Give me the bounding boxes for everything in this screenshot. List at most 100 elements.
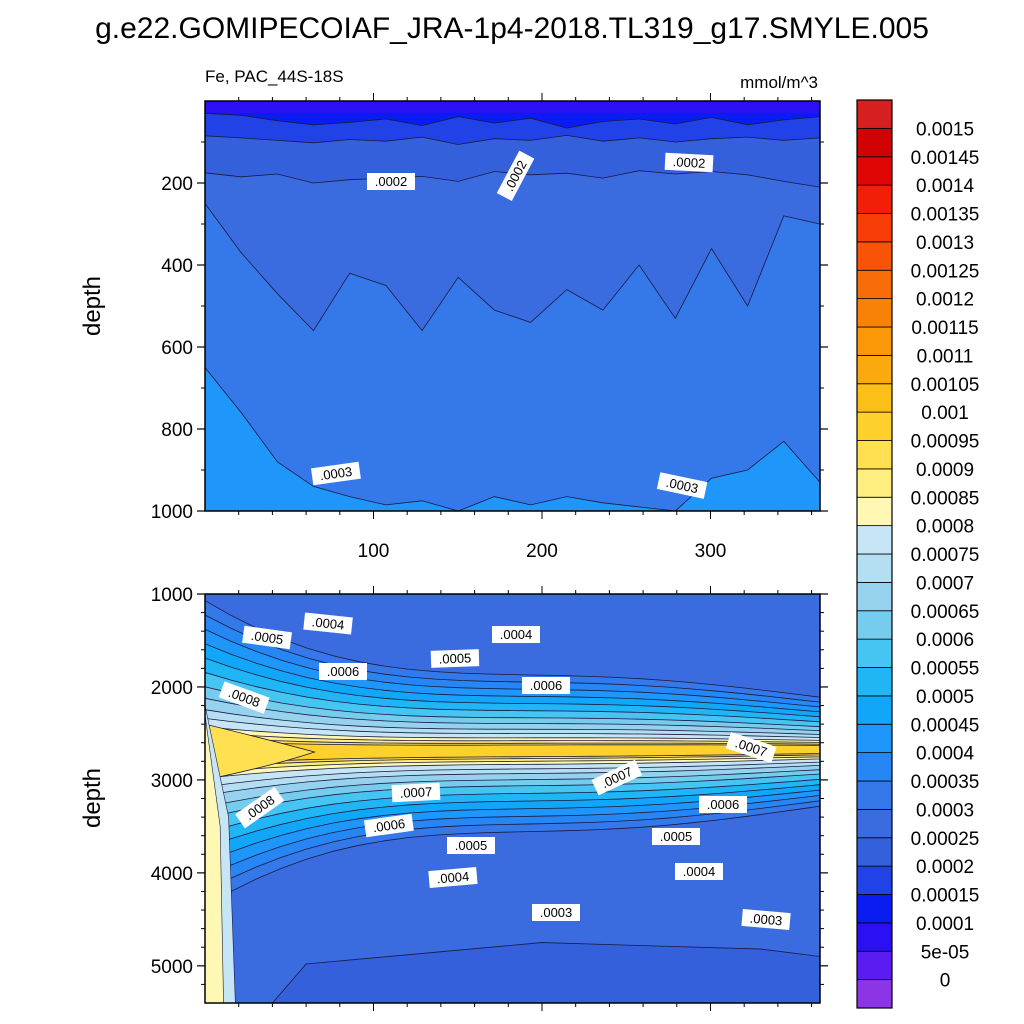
colorbar-label: 0.0012 [916, 290, 974, 311]
bottom-band-13 [205, 740, 820, 765]
bottom-contour-label-bg [428, 866, 478, 889]
colorbar-swatch [856, 837, 893, 867]
top-band-0.00005 [205, 101, 820, 113]
colorbar-label: 0.00035 [911, 772, 980, 793]
bottom-contour-label-bg [242, 625, 293, 650]
colorbar-swatch [856, 752, 893, 782]
top-contour-label: .0003 [310, 461, 361, 486]
colorbar-swatch [856, 99, 893, 129]
colorbar-label: 0.00055 [911, 659, 980, 680]
bottom-contour-label-bg [741, 908, 791, 931]
colorbar-label: 0.0011 [917, 346, 974, 367]
bottom-contour-label-text: .0005 [455, 838, 488, 853]
colorbar-label: 0.0004 [916, 744, 975, 765]
colorbar-label: 0.0003 [916, 800, 974, 821]
bottom-core [205, 723, 316, 781]
colorbar-label: 0.00135 [911, 205, 980, 226]
top-y-axis-label: depth [79, 276, 106, 336]
top-y-tick-label: 800 [161, 420, 193, 441]
bottom-contour-label: .0007 [591, 759, 643, 796]
bottom-y-tick-label: 1000 [151, 585, 193, 606]
colorbar-swatch [856, 184, 893, 214]
bottom-contour-label: .0006 [522, 677, 570, 694]
top-contour-label: .0002 [664, 152, 714, 173]
top-x-tick-label: 200 [526, 541, 558, 562]
bottom-contour-label: .0003 [741, 908, 791, 931]
colorbar-swatch [856, 553, 893, 583]
bottom-contour-label: .0006 [699, 796, 747, 813]
bottom-contour-label-bg [430, 649, 480, 668]
colorbar-swatch [856, 808, 893, 839]
top-contour-label-bg [656, 472, 708, 499]
colorbar-swatch [856, 383, 893, 413]
colorbar-swatch [856, 695, 893, 725]
bottom-contour-label-text: .0004 [683, 864, 716, 879]
colorbar-label: 0.00015 [911, 886, 980, 907]
top-contour-label-bg [310, 461, 361, 486]
bottom-y-tick-label: 4000 [151, 864, 193, 885]
colorbar-label: 0.00095 [911, 432, 980, 453]
colorbar-swatch [856, 269, 893, 300]
bottom-contour-label-bg [492, 626, 540, 643]
bottom-y-tick-label: 3000 [151, 771, 193, 792]
colorbar-swatch [856, 354, 893, 385]
top-contour-label-bg [367, 173, 415, 190]
colorbar-swatch [856, 525, 893, 555]
top-contour-label: .0002 [367, 173, 415, 190]
bottom-contour-label: .0006 [319, 663, 367, 680]
bottom-contour-label-text: .0004 [311, 614, 345, 632]
bottom-y-tick-label: 2000 [151, 678, 193, 699]
colorbar-label: 0.00105 [911, 375, 980, 396]
bottom-contour-label-text: .0003 [540, 905, 573, 920]
colorbar-swatch [856, 922, 893, 952]
top-y-tick-label: 200 [161, 174, 193, 195]
bottom-contour-label-text: .0005 [660, 829, 693, 844]
colorbar-label: 0.00025 [911, 829, 980, 850]
top-contour-labels: .0002.0002.0002.0003.0003 [310, 150, 714, 499]
bottom-contour-label-bg [391, 782, 441, 803]
colorbar-label: 0.00085 [911, 488, 980, 509]
colorbar-label: 0.00065 [911, 602, 980, 623]
bottom-contour-label: .0004 [492, 626, 540, 643]
bottom-contour-label-bg [235, 786, 285, 829]
bottom-contour-label-bg [319, 663, 367, 680]
bottom-contour-label-bg [591, 759, 643, 796]
colorbar-label: 0.0008 [916, 517, 974, 538]
colorbar-label: 0.0014 [916, 176, 975, 197]
colorbar-swatch [856, 440, 893, 470]
colorbar-label: 0.00075 [911, 545, 980, 566]
colorbar-label: 0.0001 [916, 914, 974, 935]
colorbar-label: 0.0007 [916, 573, 974, 594]
bottom-contour-label-text: .0003 [749, 911, 783, 929]
colorbar-swatch [856, 468, 893, 498]
bottom-contour-label-text: .0006 [530, 678, 563, 693]
colorbar-label: 0.00045 [911, 715, 980, 736]
bottom-contour-label: .0005 [652, 828, 700, 845]
colorbar-label: 0.0015 [916, 119, 974, 140]
top-contour-label: .0003 [656, 472, 708, 499]
top-x-tick-label: 100 [358, 541, 390, 562]
colorbar-label: 0.001 [921, 403, 969, 424]
colorbar-swatch [856, 241, 893, 271]
colorbar-swatch [856, 894, 893, 924]
top-y-tick-label: 600 [161, 338, 193, 359]
colorbar-swatch [856, 581, 893, 612]
colorbar-label: 0.0006 [916, 630, 974, 651]
bottom-contour-label: .0006 [363, 813, 414, 838]
top-contour-label-text: .0002 [375, 174, 408, 189]
bottom-contour-label-text: .0006 [707, 797, 740, 812]
top-contour-bands [205, 101, 820, 511]
colorbar-swatch [856, 298, 893, 328]
bottom-contour-label-bg [363, 813, 414, 838]
colorbar-swatch [856, 638, 893, 668]
colorbar-swatch [856, 950, 893, 981]
bottom-contour-label-text: .0005 [438, 650, 471, 666]
top-contour-label-text: .0003 [665, 475, 700, 496]
colorbar: 0.0015 0.00145 0.0014 0.00135 0.0013 0.00125 0… [856, 99, 980, 1009]
colorbar-swatch [856, 127, 893, 158]
colorbar-label: 0.0013 [916, 233, 974, 254]
bottom-axis-ticks: 1000 2000 3000 4000 5000 [151, 585, 828, 1011]
colorbar-swatch [856, 979, 893, 1009]
colorbar-label: 0.00125 [911, 261, 980, 282]
